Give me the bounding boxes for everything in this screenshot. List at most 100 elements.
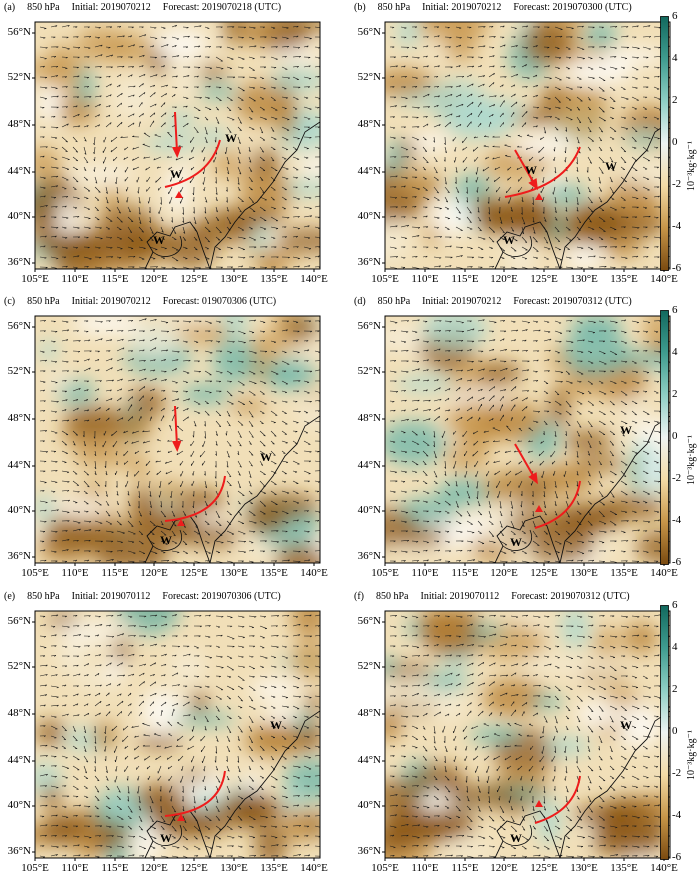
warm-center-marker: W (270, 718, 282, 732)
latitude-tick-label: 44°N (357, 459, 381, 471)
longitude-tick-label: 115°E (101, 862, 129, 874)
panel-title: (a) 850 hPa Initial: 2019070212 Forecast: 2… (4, 2, 293, 13)
warm-center-marker: W (620, 718, 632, 732)
panel-forecast: Forecast: 2019070300 (UTC) (513, 2, 632, 13)
latitude-tick-label: 44°N (357, 165, 381, 177)
movement-arrow-icon (172, 111, 182, 158)
longitude-tick-label: 125°E (530, 862, 558, 874)
panel-title: (e) 850 hPa Initial: 2019070112 Forecast: 2… (4, 591, 293, 602)
map-panel: (b) 850 hPa Initial: 2019070212 Forecast: 2… (350, 0, 700, 294)
front-triangle-marker (177, 814, 185, 821)
longitude-tick-label: 135°E (610, 567, 638, 579)
panel-forecast: Forecast: 019070306 (UTC) (162, 296, 277, 307)
warm-center-marker: W (605, 159, 617, 173)
latitude-tick-label: 36°N (7, 845, 31, 857)
panel-letter: (c) (4, 296, 16, 307)
latitude-tick-label: 52°N (357, 71, 381, 83)
warm-center-marker: W (160, 533, 172, 547)
colorbar-gradient (660, 16, 669, 271)
longitude-tick-label: 135°E (260, 273, 288, 285)
warm-center-marker: W (620, 423, 632, 437)
colorbar-tick-label: 0 (672, 136, 678, 148)
panel-title: (b) 850 hPa Initial: 2019070212 Forecast: 2… (354, 2, 644, 13)
warm-center-marker: W (153, 233, 165, 247)
panel-initial: Initial: 2019070212 (71, 296, 151, 307)
map-plot: WW (382, 610, 671, 861)
latitude-tick-label: 52°N (7, 71, 31, 83)
longitude-tick-label: 135°E (610, 273, 638, 285)
longitude-tick-label: 105°E (21, 273, 49, 285)
front-triangle-marker (177, 519, 185, 526)
warm-center-marker: W (160, 831, 172, 845)
longitude-tick-label: 120°E (490, 273, 518, 285)
latitude-tick-label: 56°N (7, 615, 31, 627)
colorbar-tick-label: -6 (672, 556, 682, 568)
front-line (164, 475, 226, 522)
longitude-tick-label: 120°E (140, 567, 168, 579)
map-frame (384, 610, 671, 859)
longitude-tick-label: 125°E (530, 567, 558, 579)
panel-level: 850 hPa (27, 2, 60, 13)
front-triangle-marker (535, 505, 543, 512)
longitude-tick-label: 120°E (140, 862, 168, 874)
front-triangle-marker (535, 193, 543, 200)
longitude-tick-label: 135°E (260, 567, 288, 579)
map-frame (34, 21, 321, 270)
colorbar-tick-label: 4 (672, 52, 678, 64)
map-frame (34, 315, 321, 564)
longitude-tick-label: 140°E (300, 862, 328, 874)
warm-center-marker: W (225, 131, 237, 145)
latitude-tick-label: 48°N (7, 412, 31, 424)
bohai-coast (152, 824, 183, 846)
colorbar-unit-label: 10⁻³kg·kg⁻¹ (686, 730, 697, 780)
colorbar-gradient (660, 605, 669, 860)
longitude-tick-label: 125°E (180, 862, 208, 874)
panel-letter: (f) (354, 591, 364, 602)
panel-level: 850 hPa (27, 296, 60, 307)
panel-initial: Initial: 2019070212 (422, 2, 502, 13)
bohai-coast (502, 824, 533, 846)
longitude-tick-label: 125°E (180, 567, 208, 579)
longitude-tick-label: 140°E (300, 273, 328, 285)
longitude-tick-label: 115°E (101, 567, 129, 579)
latitude-tick-label: 44°N (7, 754, 31, 766)
longitude-tick-label: 105°E (21, 567, 49, 579)
colorbar: 6 4 2 0 -2 -4 -6 10⁻³kg·kg⁻¹ (660, 304, 700, 570)
colorbar-tick-label: 6 (672, 304, 678, 316)
colorbar-tick-label: -2 (672, 767, 682, 779)
colorbar-tick-label: 6 (672, 599, 678, 611)
map-panel: (c) 850 hPa Initial: 2019070212 Forecast: 0… (0, 294, 350, 588)
map-plot: W W W (382, 21, 671, 272)
colorbar-gradient (660, 310, 669, 565)
map-panel: (e) 850 hPa Initial: 2019070112 Forecast: 2… (0, 589, 350, 883)
longitude-tick-label: 125°E (180, 273, 208, 285)
latitude-tick-label: 48°N (357, 118, 381, 130)
colorbar-tick-label: 0 (672, 725, 678, 737)
longitude-tick-label: 110°E (61, 862, 89, 874)
panel-initial: Initial: 2019070212 (422, 296, 502, 307)
latitude-tick-label: 40°N (7, 210, 31, 222)
moisture-anomaly-shading (385, 611, 670, 858)
coastline (144, 121, 320, 269)
coastline (494, 710, 670, 858)
latitude-tick-label: 52°N (357, 660, 381, 672)
panel-forecast: Forecast: 2019070312 (UTC) (511, 591, 630, 602)
longitude-tick-label: 105°E (371, 862, 399, 874)
longitude-tick-label: 110°E (61, 567, 89, 579)
longitude-tick-label: 130°E (570, 862, 598, 874)
latitude-tick-label: 36°N (357, 550, 381, 562)
panel-letter: (e) (4, 591, 16, 602)
map-plot: W W W (32, 21, 321, 272)
colorbar-tick-label: 6 (672, 10, 678, 22)
panel-title: (d) 850 hPa Initial: 2019070212 Forecast: 2… (354, 296, 644, 307)
map-panel: (f) 850 hPa Initial: 2019070112 Forecast: 2… (350, 589, 700, 883)
colorbar-tick-label: 0 (672, 430, 678, 442)
bohai-coast (502, 529, 533, 551)
panel-level: 850 hPa (377, 296, 411, 307)
latitude-tick-label: 36°N (7, 550, 31, 562)
front-line (504, 146, 581, 198)
longitude-tick-label: 140°E (300, 567, 328, 579)
longitude-tick-label: 130°E (220, 273, 248, 285)
front-line (164, 139, 221, 188)
panel-forecast: Forecast: 2019070218 (UTC) (162, 2, 282, 13)
